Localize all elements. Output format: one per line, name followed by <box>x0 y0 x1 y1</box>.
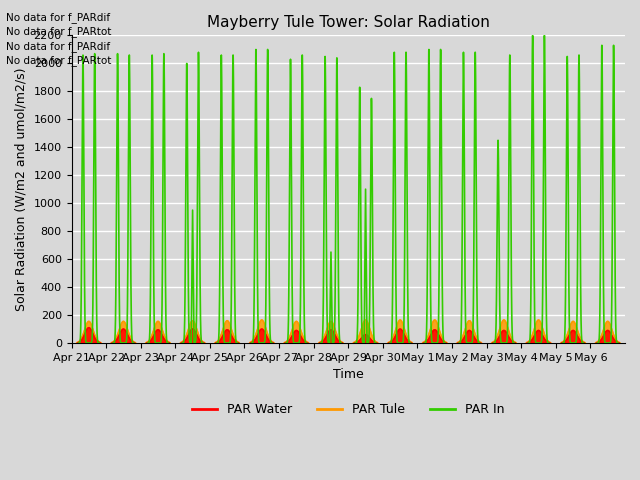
Text: No data for f_PARdif: No data for f_PARdif <box>6 12 111 23</box>
Y-axis label: Solar Radiation (W/m2 and umol/m2/s): Solar Radiation (W/m2 and umol/m2/s) <box>15 67 28 311</box>
Text: No data for f_PARtot: No data for f_PARtot <box>6 26 112 37</box>
X-axis label: Time: Time <box>333 368 364 381</box>
Title: Mayberry Tule Tower: Solar Radiation: Mayberry Tule Tower: Solar Radiation <box>207 15 490 30</box>
Text: No data for f_PARtot: No data for f_PARtot <box>6 55 112 66</box>
Text: No data for f_PARdif: No data for f_PARdif <box>6 41 111 52</box>
Legend: PAR Water, PAR Tule, PAR In: PAR Water, PAR Tule, PAR In <box>187 398 509 421</box>
